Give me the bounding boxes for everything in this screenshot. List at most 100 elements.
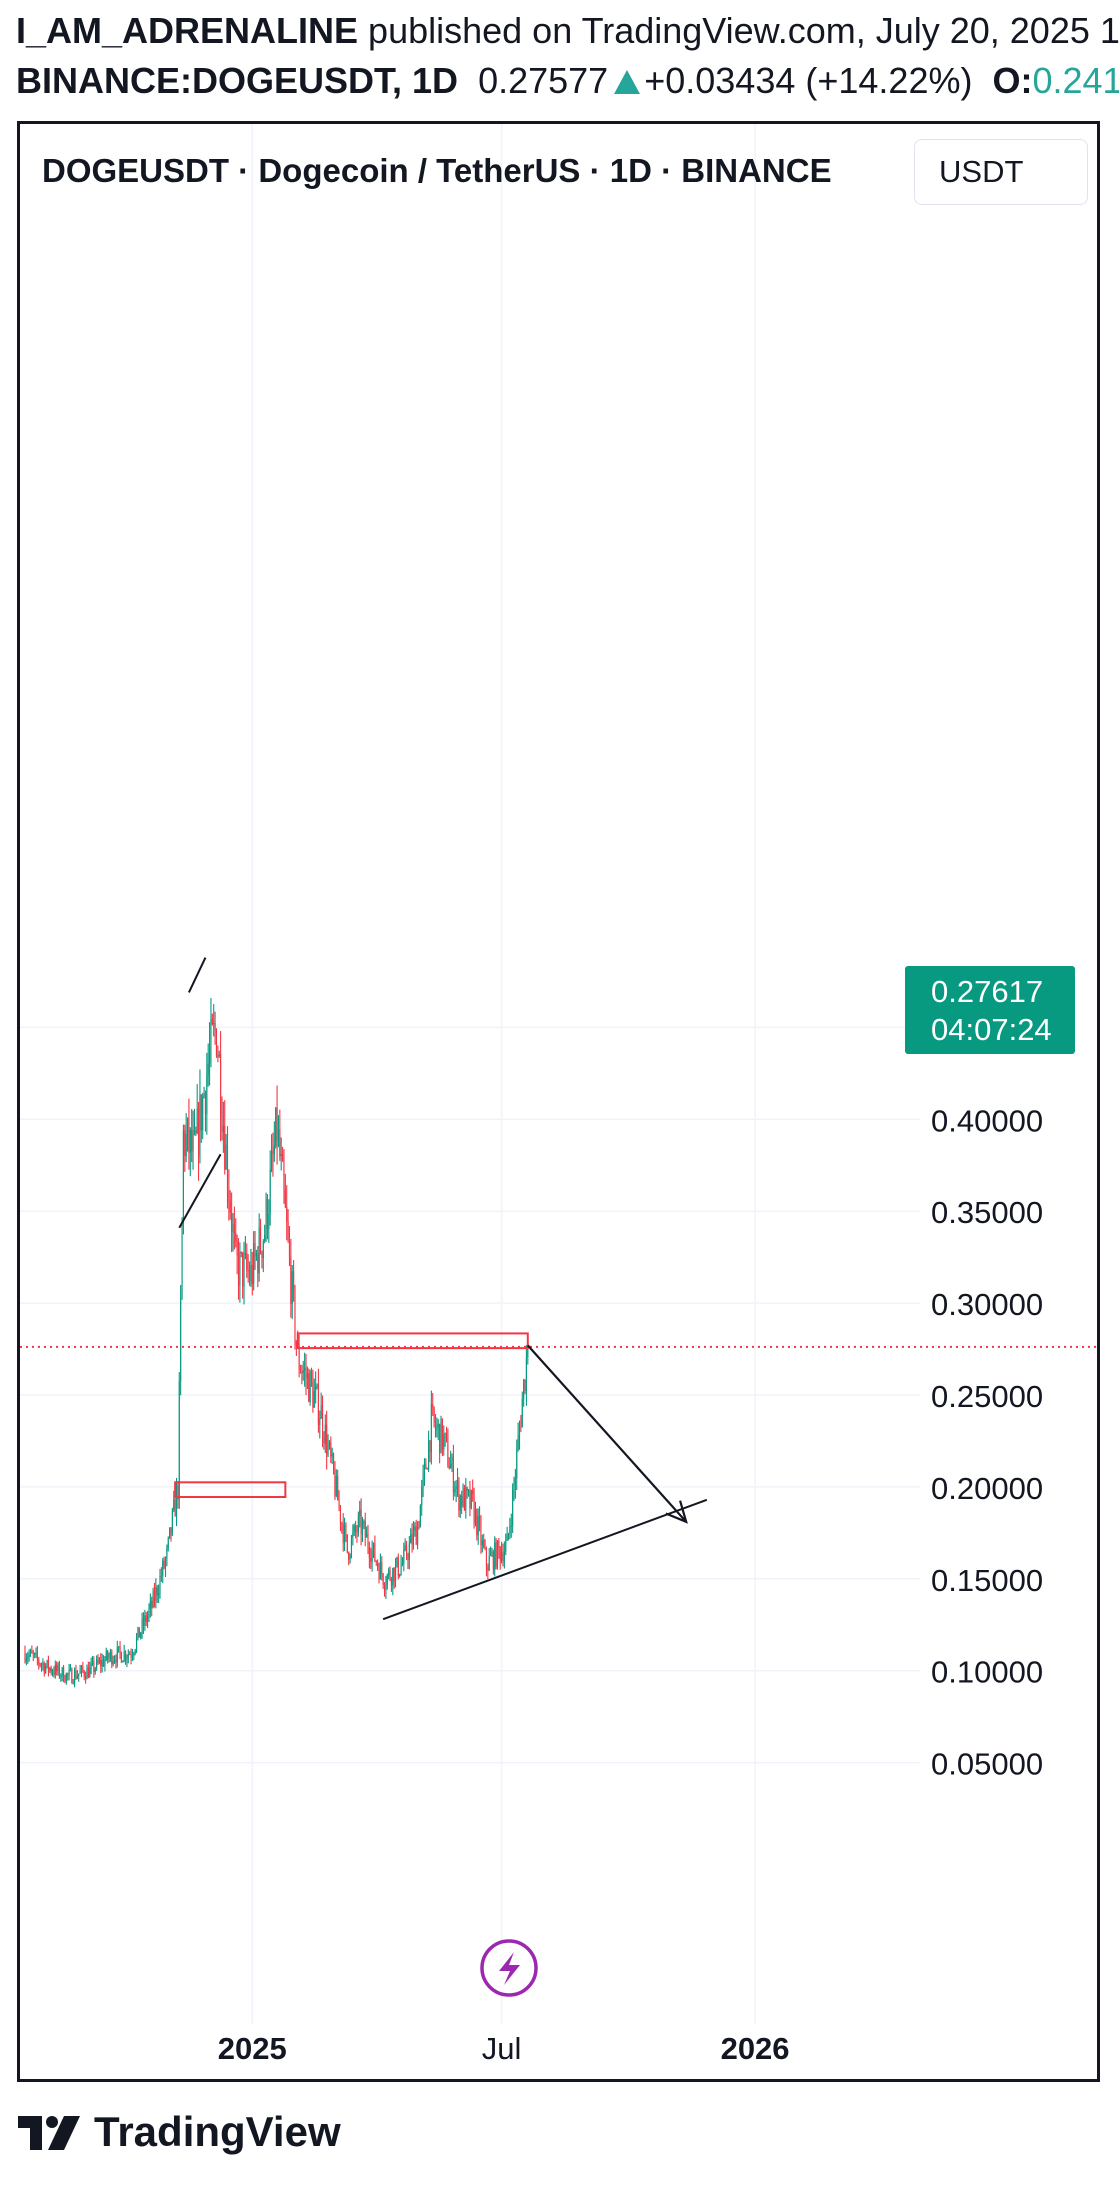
candle-body	[211, 1018, 213, 1024]
candle-body	[243, 1254, 245, 1287]
candle-body	[523, 1379, 525, 1400]
candle-body	[339, 1505, 341, 1524]
candle-body	[327, 1444, 329, 1455]
candle-body	[337, 1476, 339, 1501]
candle-body	[330, 1442, 332, 1457]
candle-body	[198, 1108, 200, 1157]
trend-line[interactable]	[178, 1153, 222, 1229]
candle-body	[477, 1516, 479, 1536]
candle-body	[491, 1552, 493, 1556]
candle-body	[257, 1253, 259, 1274]
candle-body	[461, 1495, 463, 1507]
candle-body	[134, 1649, 136, 1654]
candle-body	[188, 1118, 190, 1153]
candle-body	[320, 1405, 322, 1419]
forecast-arrow[interactable]	[526, 1344, 688, 1523]
candle-body	[288, 1238, 291, 1257]
candle-body	[231, 1212, 233, 1233]
candle-body	[262, 1241, 264, 1258]
trend-line[interactable]	[382, 1498, 708, 1621]
candle-body	[63, 1667, 65, 1682]
candle-body	[355, 1525, 357, 1532]
candle-body	[221, 1117, 223, 1132]
candle-body	[266, 1198, 268, 1230]
candle-body	[72, 1682, 74, 1684]
trend-line[interactable]	[188, 957, 207, 993]
price-change: +0.03434 (+14.22%)	[644, 60, 973, 101]
candle-body	[83, 1671, 85, 1677]
candle-body	[454, 1489, 456, 1492]
currency-button[interactable]: USDT	[914, 139, 1088, 205]
candle-body	[291, 1271, 293, 1305]
candle-body	[36, 1652, 38, 1660]
candle-body	[317, 1384, 319, 1426]
symbol-info: BINANCE:DOGEUSDT, 1D 0.27577 +0.03434 (+1…	[16, 60, 1119, 102]
candle-body	[147, 1615, 149, 1622]
candle-body	[357, 1516, 359, 1533]
candle-body	[56, 1664, 58, 1672]
candle-body	[39, 1663, 41, 1666]
candle-body	[495, 1542, 497, 1568]
candle-body	[326, 1424, 328, 1455]
candle-body	[265, 1198, 267, 1236]
candle-body	[366, 1533, 368, 1538]
candle-body	[214, 1023, 216, 1031]
candle-body	[480, 1522, 482, 1546]
candle-body	[363, 1521, 365, 1524]
candle-body	[224, 1125, 226, 1170]
candle-body	[520, 1426, 522, 1428]
candle-body	[94, 1668, 96, 1672]
symbol-label: BINANCE:DOGEUSDT, 1D	[16, 60, 459, 101]
candle-body	[381, 1561, 383, 1575]
y-tick-label: 0.25000	[931, 1379, 1043, 1414]
candle-body	[469, 1490, 471, 1508]
candle-body	[367, 1533, 369, 1548]
candle-body	[368, 1547, 370, 1559]
candle-body	[396, 1557, 398, 1566]
candle-body	[397, 1557, 399, 1577]
candle-body	[182, 1130, 184, 1220]
candle-body	[356, 1531, 358, 1533]
candle-body	[152, 1591, 154, 1608]
candle-body	[441, 1418, 443, 1450]
candle-body	[137, 1627, 139, 1638]
tradingview-logo-icon	[18, 2116, 80, 2150]
candle-body	[404, 1545, 406, 1550]
candle-body	[71, 1668, 73, 1684]
resistance-box[interactable]	[174, 1481, 287, 1499]
candle-body	[390, 1579, 392, 1586]
candle-body	[527, 1347, 529, 1358]
candle-body	[177, 1485, 179, 1500]
candle-body	[235, 1232, 237, 1242]
candle-body	[226, 1144, 229, 1191]
candle-body	[217, 1055, 219, 1057]
candle-body	[105, 1651, 107, 1660]
author-name[interactable]: I_AM_ADRENALINE	[16, 10, 359, 51]
candle-body	[374, 1543, 376, 1562]
candle-body	[123, 1651, 125, 1661]
candle-body	[429, 1440, 431, 1452]
chart-frame[interactable]: 0.450000.400000.350000.300000.250000.200…	[17, 121, 1100, 2082]
candle-body	[353, 1525, 355, 1533]
candle-body	[43, 1663, 45, 1673]
candle-body	[240, 1252, 242, 1254]
candle-body	[78, 1673, 80, 1676]
candle-body	[510, 1525, 512, 1527]
candle-body	[253, 1243, 255, 1284]
candle-body	[126, 1657, 128, 1660]
candle-body	[89, 1667, 91, 1678]
candle-body	[360, 1509, 362, 1535]
candle-body	[210, 1018, 212, 1050]
resistance-box[interactable]	[296, 1332, 529, 1350]
publish-info: I_AM_ADRENALINE published on TradingView…	[16, 10, 1119, 52]
candle-body	[258, 1227, 260, 1274]
candle-body	[207, 1063, 209, 1076]
candle-body	[415, 1526, 417, 1545]
price-chart[interactable]: 0.450000.400000.350000.300000.250000.200…	[20, 124, 1100, 2082]
candle-body	[444, 1433, 446, 1435]
candle-body	[174, 1499, 176, 1517]
candle-body	[302, 1370, 304, 1374]
candle-body	[499, 1548, 501, 1561]
candle-body	[42, 1663, 44, 1665]
candle-body	[422, 1473, 424, 1488]
